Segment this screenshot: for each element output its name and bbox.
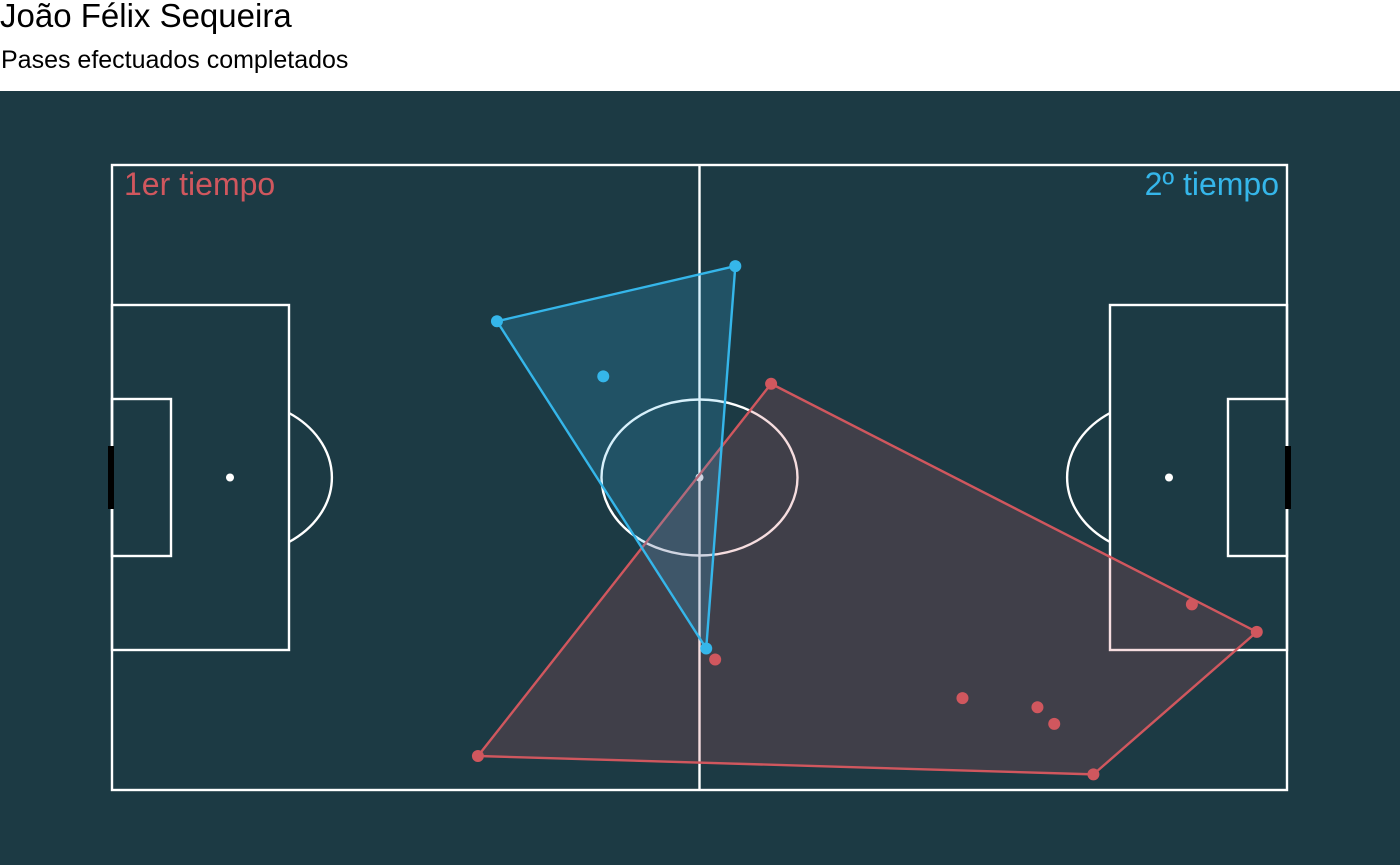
pass-point [709, 653, 722, 666]
pitch-chart: 1er tiempo 2º tiempo [0, 91, 1400, 865]
pass-point [1087, 768, 1100, 781]
pass-point [700, 642, 713, 655]
pass-point [1250, 625, 1263, 638]
right-penalty-spot [1165, 473, 1173, 482]
right-goal [1285, 446, 1291, 509]
pass-point [490, 315, 503, 328]
series-layer [471, 260, 1263, 781]
second-half-label: 2º tiempo [1145, 166, 1279, 202]
convex-hull-2 [495, 264, 737, 650]
left-goal [108, 446, 114, 509]
right-penalty-arc [1065, 411, 1111, 544]
pass-point [1031, 701, 1044, 714]
pass-point [1185, 598, 1198, 611]
chart-header: João Félix Sequeira Pases efectuados com… [0, 0, 1400, 91]
series-1 [471, 377, 1263, 781]
left-penalty-spot [226, 473, 234, 482]
pass-point [956, 692, 969, 705]
pass-point [729, 260, 742, 273]
pass-point [471, 749, 484, 762]
pitch-panel: 1er tiempo 2º tiempo [0, 91, 1400, 865]
pass-point [765, 377, 778, 390]
pass-point [1048, 717, 1061, 730]
chart-subtitle: Pases efectuados completados [1, 46, 349, 74]
pass-point [597, 370, 610, 383]
left-penalty-arc [288, 411, 334, 544]
chart-title: João Félix Sequeira [0, 0, 292, 34]
centre-circle [600, 398, 799, 557]
first-half-label: 1er tiempo [124, 166, 275, 202]
series-2 [490, 260, 742, 655]
